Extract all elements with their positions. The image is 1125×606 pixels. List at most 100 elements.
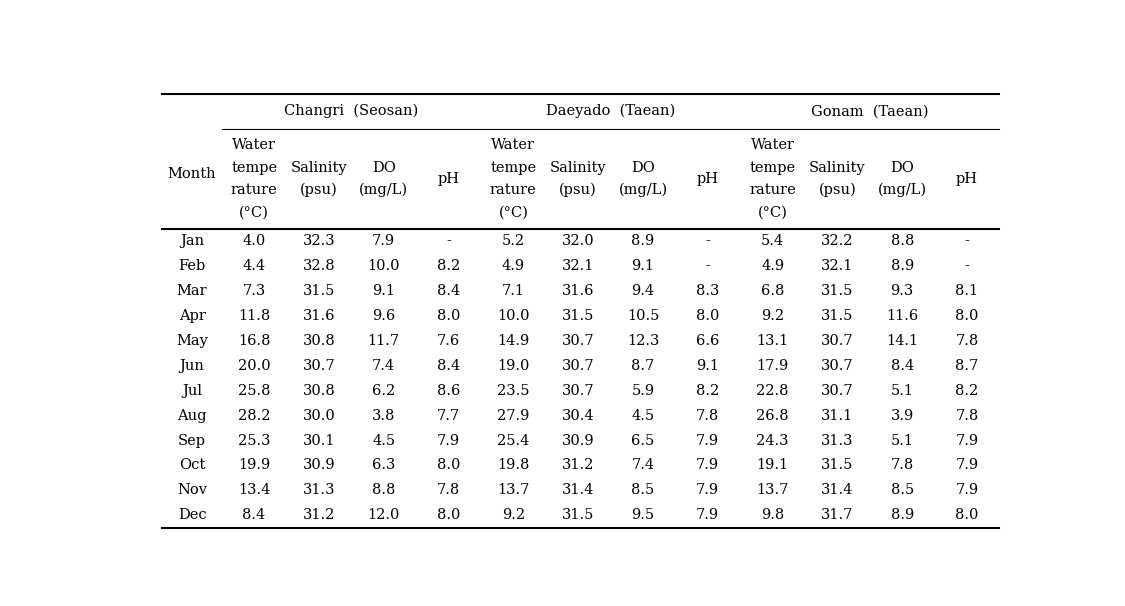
Text: 22.8: 22.8 [756,384,789,398]
Text: 10.0: 10.0 [497,309,530,323]
Text: 8.9: 8.9 [631,235,655,248]
Text: 31.7: 31.7 [821,508,854,522]
Text: Oct: Oct [179,459,205,473]
Text: 9.6: 9.6 [372,309,395,323]
Text: 7.9: 7.9 [955,459,979,473]
Text: 6.2: 6.2 [372,384,395,398]
Text: 7.9: 7.9 [955,484,979,498]
Text: 8.0: 8.0 [955,508,979,522]
Text: Aug: Aug [178,408,207,423]
Text: 31.5: 31.5 [562,508,594,522]
Text: 31.6: 31.6 [303,309,335,323]
Text: 8.8: 8.8 [891,235,914,248]
Text: 30.1: 30.1 [303,433,335,448]
Text: (psu): (psu) [819,183,856,198]
Text: 4.0: 4.0 [243,235,266,248]
Text: 9.2: 9.2 [502,508,525,522]
Text: tempe: tempe [749,161,795,175]
Text: Month: Month [168,167,216,181]
Text: 11.8: 11.8 [238,309,270,323]
Text: Jan: Jan [180,235,204,248]
Text: 8.9: 8.9 [891,259,914,273]
Text: 7.9: 7.9 [696,433,719,448]
Text: 28.2: 28.2 [237,408,270,423]
Text: DO: DO [890,161,915,175]
Text: Changri  (Seosan): Changri (Seosan) [285,104,418,118]
Text: 6.3: 6.3 [372,459,395,473]
Text: 32.3: 32.3 [303,235,335,248]
Text: 5.9: 5.9 [631,384,655,398]
Text: (psu): (psu) [300,183,338,198]
Text: 10.0: 10.0 [368,259,400,273]
Text: 8.0: 8.0 [436,508,460,522]
Text: 8.5: 8.5 [891,484,914,498]
Text: (°C): (°C) [240,205,269,219]
Text: rature: rature [231,183,278,197]
Text: 3.8: 3.8 [372,408,395,423]
Text: 8.7: 8.7 [631,359,655,373]
Text: 7.8: 7.8 [436,484,460,498]
Text: 9.2: 9.2 [760,309,784,323]
Text: 7.9: 7.9 [696,508,719,522]
Text: Daeyado  (Taean): Daeyado (Taean) [546,104,675,118]
Text: 10.5: 10.5 [627,309,659,323]
Text: Salinity: Salinity [290,161,348,175]
Text: 31.3: 31.3 [821,433,854,448]
Text: 8.2: 8.2 [955,384,979,398]
Text: 9.1: 9.1 [631,259,655,273]
Text: 4.9: 4.9 [502,259,525,273]
Text: 8.5: 8.5 [631,484,655,498]
Text: 8.9: 8.9 [891,508,914,522]
Text: Jul: Jul [182,384,202,398]
Text: 9.1: 9.1 [372,284,395,298]
Text: 30.4: 30.4 [561,408,594,423]
Text: (psu): (psu) [559,183,597,198]
Text: 25.8: 25.8 [237,384,270,398]
Text: Water: Water [492,138,536,152]
Text: 31.6: 31.6 [561,284,594,298]
Text: 8.4: 8.4 [891,359,914,373]
Text: 31.5: 31.5 [562,309,594,323]
Text: 19.9: 19.9 [238,459,270,473]
Text: 4.9: 4.9 [760,259,784,273]
Text: 8.4: 8.4 [436,284,460,298]
Text: 8.0: 8.0 [696,309,720,323]
Text: 30.9: 30.9 [303,459,335,473]
Text: 30.7: 30.7 [821,359,854,373]
Text: 6.6: 6.6 [696,334,720,348]
Text: 8.7: 8.7 [955,359,979,373]
Text: 19.0: 19.0 [497,359,530,373]
Text: 7.8: 7.8 [891,459,914,473]
Text: (mg/L): (mg/L) [359,183,408,198]
Text: 30.9: 30.9 [561,433,594,448]
Text: Water: Water [750,138,794,152]
Text: 8.2: 8.2 [436,259,460,273]
Text: 19.1: 19.1 [756,459,789,473]
Text: 4.5: 4.5 [631,408,655,423]
Text: 32.1: 32.1 [562,259,594,273]
Text: Water: Water [232,138,276,152]
Text: 7.7: 7.7 [436,408,460,423]
Text: 32.2: 32.2 [821,235,854,248]
Text: -: - [705,259,710,273]
Text: 17.9: 17.9 [756,359,789,373]
Text: 27.9: 27.9 [497,408,530,423]
Text: 7.1: 7.1 [502,284,525,298]
Text: pH: pH [696,172,719,186]
Text: Gonam  (Taean): Gonam (Taean) [811,104,928,118]
Text: 9.3: 9.3 [891,284,914,298]
Text: 7.9: 7.9 [696,459,719,473]
Text: 13.4: 13.4 [237,484,270,498]
Text: Mar: Mar [177,284,207,298]
Text: 20.0: 20.0 [237,359,270,373]
Text: 8.0: 8.0 [436,459,460,473]
Text: 9.8: 9.8 [760,508,784,522]
Text: 6.5: 6.5 [631,433,655,448]
Text: 31.2: 31.2 [303,508,335,522]
Text: -: - [447,235,451,248]
Text: 5.1: 5.1 [891,384,914,398]
Text: 32.0: 32.0 [561,235,594,248]
Text: 8.0: 8.0 [955,309,979,323]
Text: (mg/L): (mg/L) [619,183,667,198]
Text: 31.5: 31.5 [821,284,854,298]
